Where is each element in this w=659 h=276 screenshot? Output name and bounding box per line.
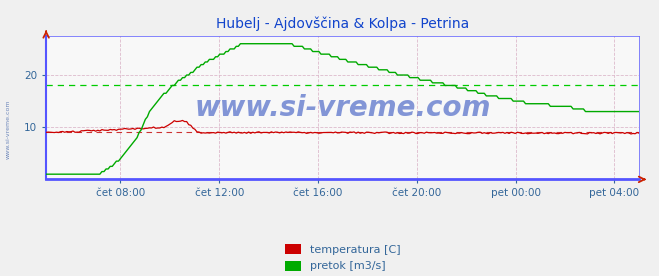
Text: www.si-vreme.com: www.si-vreme.com (6, 100, 11, 160)
Text: www.si-vreme.com: www.si-vreme.com (194, 94, 491, 122)
Title: Hubelj - Ajdovščina & Kolpa - Petrina: Hubelj - Ajdovščina & Kolpa - Petrina (216, 16, 469, 31)
Legend: temperatura [C], pretok [m3/s]: temperatura [C], pretok [m3/s] (285, 244, 401, 271)
